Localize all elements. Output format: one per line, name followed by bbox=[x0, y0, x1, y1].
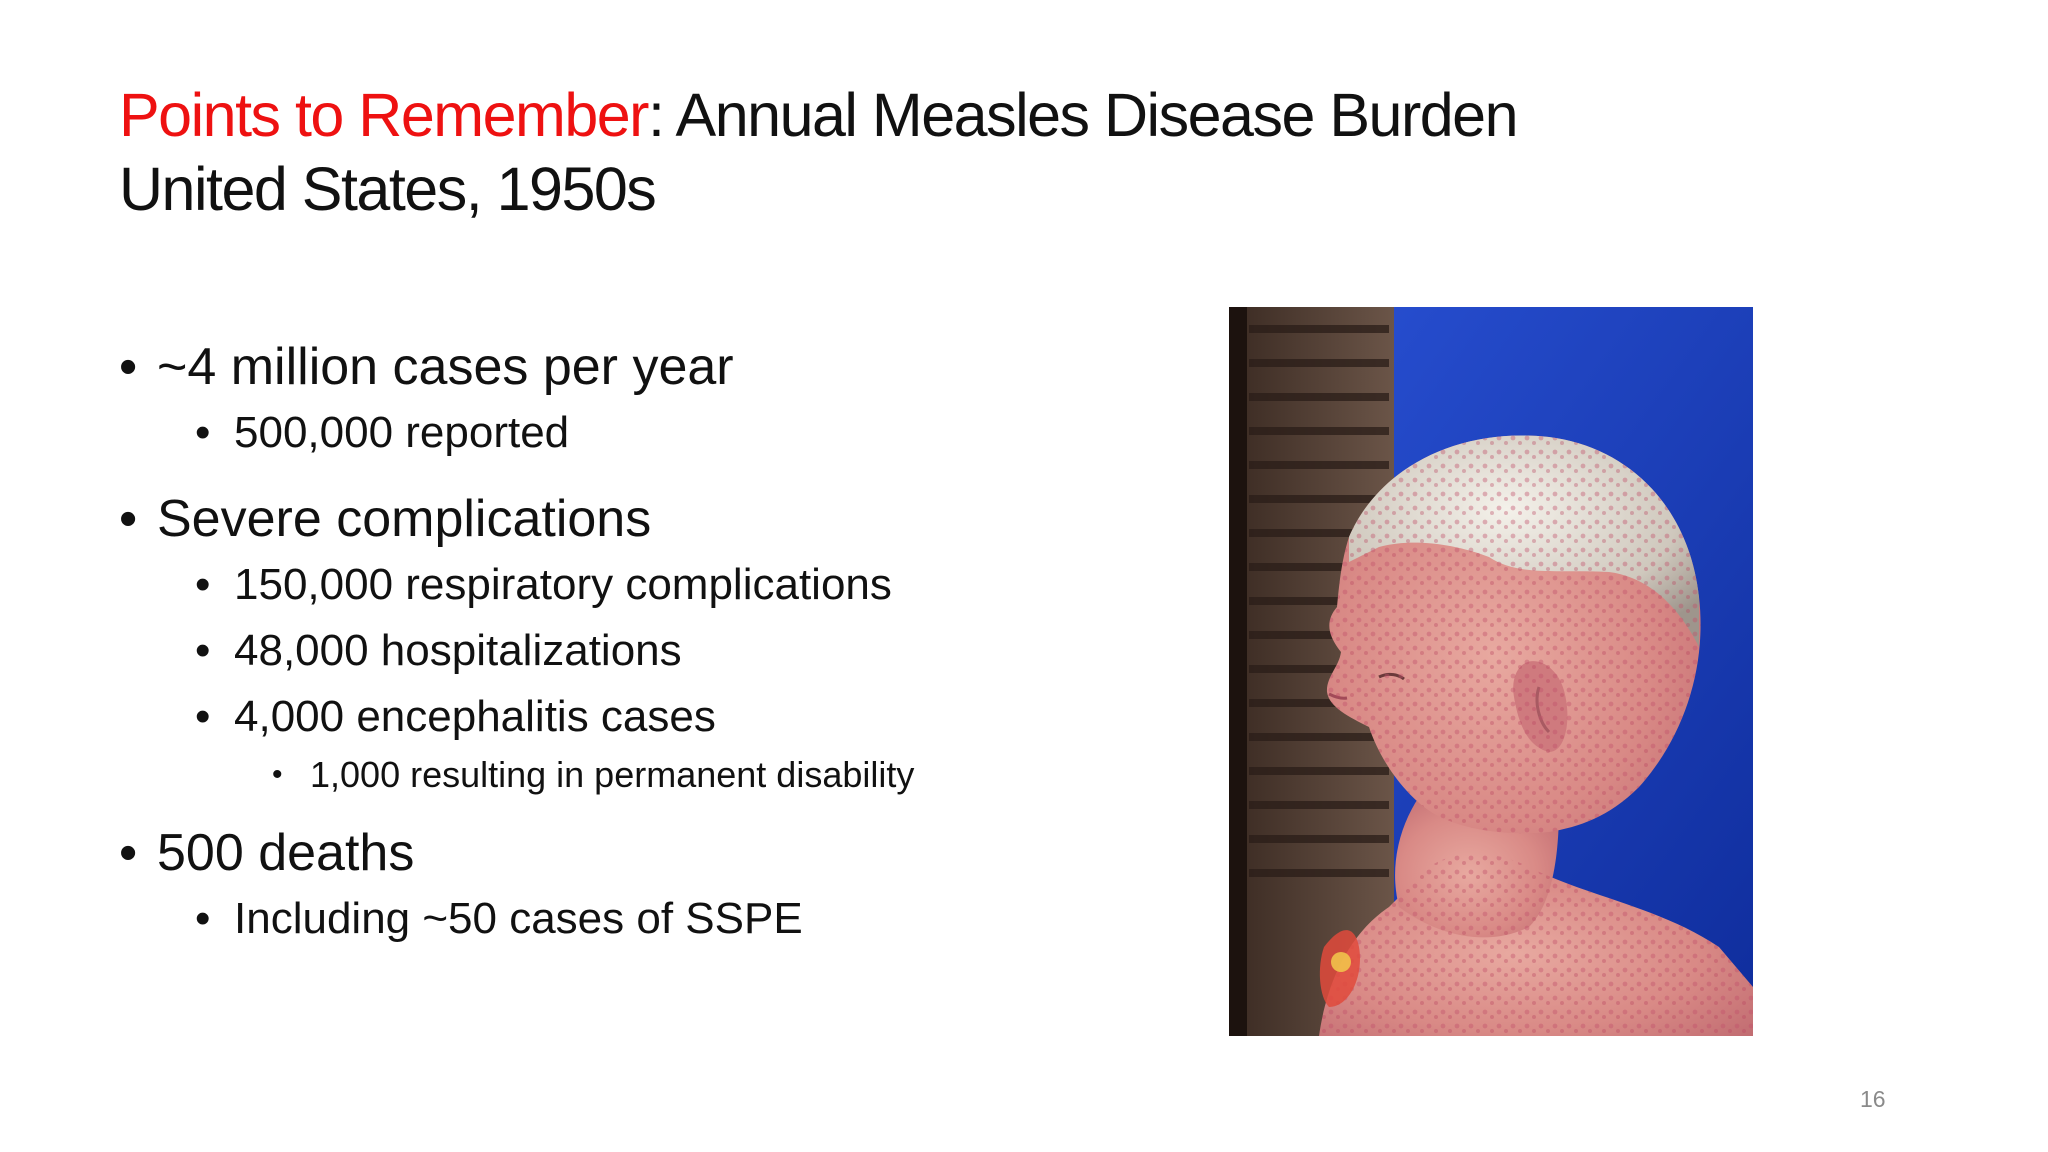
slide-title: Points to Remember: Annual Measles Disea… bbox=[119, 78, 1619, 226]
bullet-dot-icon: • bbox=[195, 560, 211, 609]
bullet-dot-icon: • bbox=[195, 894, 211, 943]
bullet-text: 4,000 encephalitis cases bbox=[234, 692, 716, 741]
bullet-item: • 150,000 respiratory complications bbox=[119, 557, 1169, 613]
bullet-dot-icon: • bbox=[195, 692, 211, 741]
child-photo-illustration bbox=[1229, 307, 1753, 1036]
bullet-dot-icon: • bbox=[272, 758, 283, 791]
bullet-dot-icon: • bbox=[119, 490, 138, 548]
bullet-dot-icon: • bbox=[119, 338, 138, 396]
bullet-item: • 1,000 resulting in permanent disability bbox=[119, 751, 1169, 799]
bullet-text: 500,000 reported bbox=[234, 408, 570, 457]
page-number: 16 bbox=[1860, 1086, 1886, 1112]
bullet-dot-icon: • bbox=[195, 408, 211, 457]
title-accent: Points to Remember bbox=[119, 81, 650, 149]
measles-child-photo bbox=[1229, 307, 1753, 1036]
bullet-item: • ~4 million cases per year bbox=[119, 335, 1169, 399]
bullet-dot-icon: • bbox=[119, 824, 138, 882]
title-rest: : Annual Measles Disease Burden bbox=[648, 81, 1519, 149]
bullet-item: • 48,000 hospitalizations bbox=[119, 623, 1169, 679]
bullet-text: 500 deaths bbox=[157, 824, 415, 882]
bullet-item: • 500,000 reported bbox=[119, 405, 1169, 461]
bullet-text: 48,000 hospitalizations bbox=[234, 626, 682, 675]
bullet-item: • 500 deaths bbox=[119, 821, 1169, 885]
bullet-list: • ~4 million cases per year • 500,000 repo… bbox=[119, 335, 1169, 947]
bullet-text: ~4 million cases per year bbox=[157, 338, 734, 396]
bullet-item: • 4,000 encephalitis cases bbox=[119, 689, 1169, 745]
bullet-item: • Including ~50 cases of SSPE bbox=[119, 891, 1169, 947]
bullet-text: Severe complications bbox=[157, 490, 652, 548]
bullet-text: 150,000 respiratory complications bbox=[234, 560, 892, 609]
bullet-item: • Severe complications bbox=[119, 487, 1169, 551]
bullet-text: 1,000 resulting in permanent disability bbox=[310, 754, 915, 795]
title-line-2: United States, 1950s bbox=[119, 155, 657, 223]
bullet-text: Including ~50 cases of SSPE bbox=[234, 894, 803, 943]
title-line-1: Points to Remember: Annual Measles Disea… bbox=[119, 78, 1619, 152]
bullet-dot-icon: • bbox=[195, 626, 211, 675]
